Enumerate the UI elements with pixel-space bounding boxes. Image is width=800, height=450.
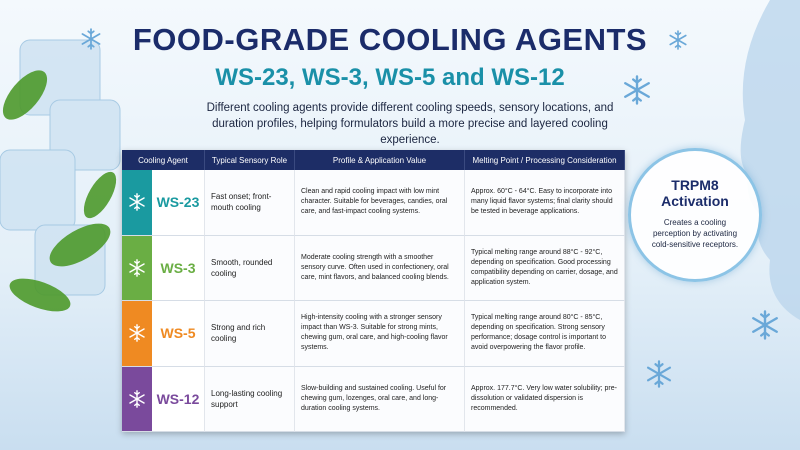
melting-point: Approx. 177.7°C. Very low water solubili… bbox=[465, 366, 625, 432]
callout-text: Creates a cooling perception by activati… bbox=[651, 218, 739, 249]
profile: Moderate cooling strength with a smoothe… bbox=[295, 235, 465, 301]
agent-band bbox=[122, 235, 152, 300]
snowflake-icon bbox=[129, 324, 145, 343]
title: FOOD-GRADE COOLING AGENTS bbox=[132, 22, 648, 57]
agent-cell: WS-23 bbox=[122, 170, 205, 236]
column-header: Cooling Agent bbox=[122, 150, 205, 170]
snowflake-icon bbox=[129, 258, 145, 277]
snowflake-icon bbox=[129, 389, 145, 408]
agent-name: WS-5 bbox=[160, 325, 196, 342]
sensory-role: Strong and rich cooling bbox=[205, 301, 295, 367]
melting-point: Typical melting range around 88°C - 92°C… bbox=[465, 235, 625, 301]
profile: Slow-building and sustained cooling. Use… bbox=[295, 366, 465, 432]
column-header: Typical Sensory Role bbox=[205, 150, 295, 170]
melting-point: Approx. 60°C - 64°C. Easy to incorporate… bbox=[465, 170, 625, 236]
agent-cell: WS-12 bbox=[122, 366, 205, 432]
agent-band bbox=[122, 301, 152, 366]
sensory-role: Smooth, rounded cooling bbox=[205, 235, 295, 301]
callout: TRPM8 Activation Creates a cooling perce… bbox=[628, 148, 762, 282]
subtitle: WS-23, WS-3, WS-5 and WS-12 bbox=[215, 64, 565, 91]
sensory-role: Long-lasting cooling support bbox=[205, 366, 295, 432]
face-silhouette bbox=[740, 0, 800, 320]
snowflake-icon bbox=[129, 193, 145, 212]
agent-band bbox=[122, 170, 152, 235]
table: Cooling Agent Typical Sensory Role Profile… bbox=[122, 150, 625, 432]
agent-cell: WS-5 bbox=[122, 301, 205, 367]
callout-title: TRPM8 Activation bbox=[661, 177, 729, 209]
mint-leaves bbox=[2, 70, 117, 312]
profile: High-intensity cooling with a stronger s… bbox=[295, 301, 465, 367]
agent-name: WS-12 bbox=[156, 390, 200, 407]
melting-point: Typical melting range around 80°C - 85°C… bbox=[465, 301, 625, 367]
agent-name: WS-3 bbox=[160, 259, 196, 276]
agent-cell: WS-3 bbox=[122, 235, 205, 301]
column-header: Melting Point / Processing Consideration bbox=[465, 150, 625, 170]
profile: Clean and rapid cooling impact with low … bbox=[295, 170, 465, 236]
description: Different cooling agents provide differe… bbox=[206, 102, 614, 146]
sensory-role: Fast onset; front-mouth cooling bbox=[205, 170, 295, 236]
agent-name: WS-23 bbox=[156, 194, 200, 211]
agent-band bbox=[122, 366, 152, 431]
column-header: Profile & Application Value bbox=[295, 150, 465, 170]
